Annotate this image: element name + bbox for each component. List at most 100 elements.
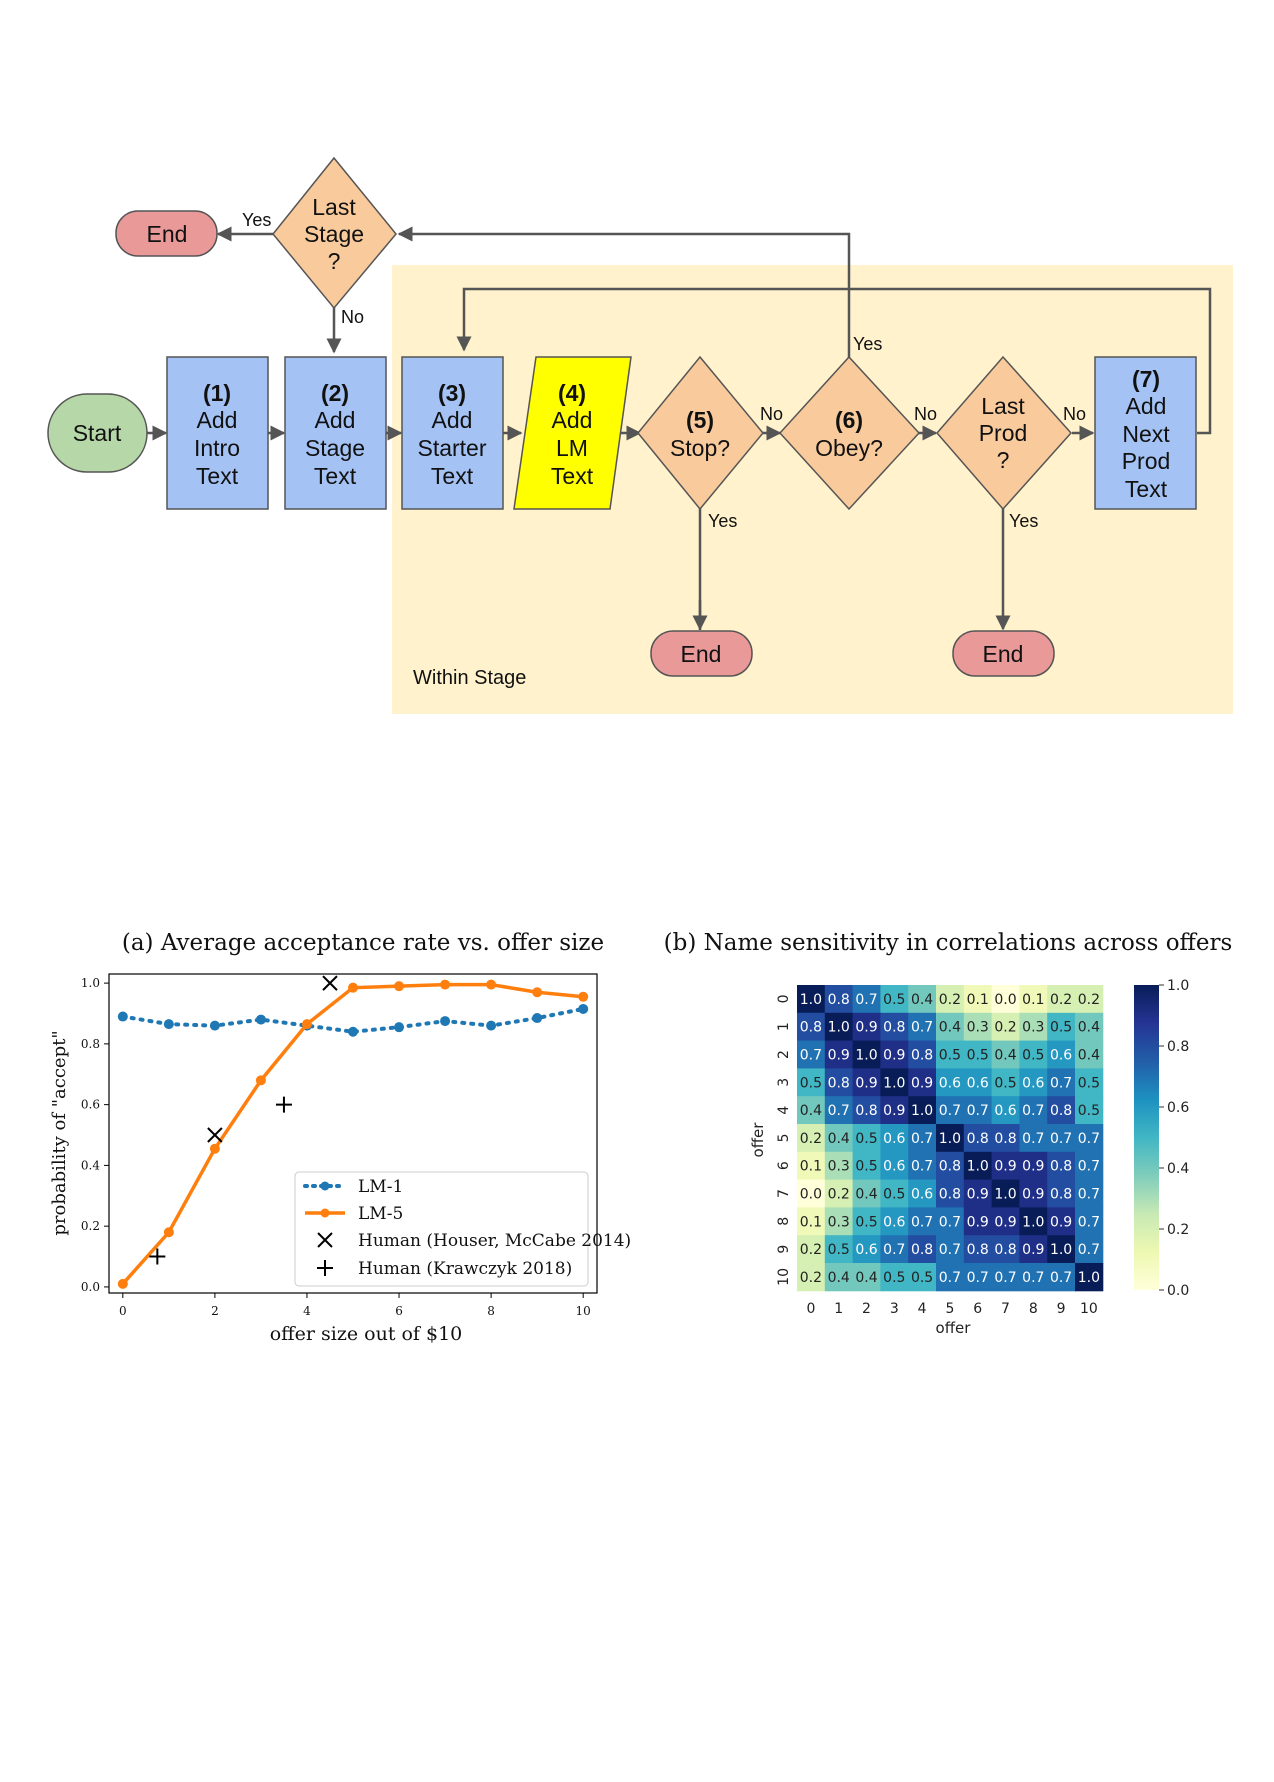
lm5-point bbox=[532, 987, 543, 998]
connectors bbox=[146, 226, 1212, 631]
heatmap-cell bbox=[852, 1151, 881, 1181]
heatmap-cell-value: 0.6 bbox=[911, 1187, 933, 1203]
heatmap-cell-value: 0.7 bbox=[911, 1159, 933, 1175]
heatmap-cell-value: 0.7 bbox=[1078, 1214, 1100, 1230]
svg-text:(7): (7) bbox=[1132, 366, 1160, 392]
heatmap-cell-value: 0.7 bbox=[967, 1103, 989, 1119]
heatmap-cell bbox=[908, 1151, 937, 1181]
heatmap-cell-value: 0.7 bbox=[939, 1103, 961, 1119]
heatmap-cell-value: 0.9 bbox=[855, 1020, 877, 1036]
heatmap-cell-value: 0.7 bbox=[1050, 1131, 1072, 1147]
heatmap-cell bbox=[1075, 1040, 1104, 1069]
svg-text:Add: Add bbox=[1126, 393, 1167, 419]
heatmap-x-tick-label: 7 bbox=[1001, 1301, 1010, 1317]
decision-obey: (6) Obey? bbox=[778, 355, 921, 511]
heatmap-cell-value: 0.2 bbox=[939, 992, 961, 1008]
heatmap-cell bbox=[880, 1207, 909, 1236]
svg-text:(1): (1) bbox=[203, 380, 231, 406]
heatmap-cell bbox=[852, 985, 881, 1014]
edge-label-yes-stop: Yes bbox=[708, 511, 737, 531]
heatmap-cell bbox=[797, 1040, 826, 1069]
heatmap-cell bbox=[963, 985, 993, 1014]
svg-text:Add: Add bbox=[315, 407, 356, 433]
heatmap-cell bbox=[1075, 1068, 1104, 1097]
heatmap-cell-value: 1.0 bbox=[883, 1075, 905, 1091]
heatmap-cell-value: 0.1 bbox=[800, 1214, 822, 1230]
lm5-point bbox=[348, 982, 358, 993]
decision-stop: (5) Stop? bbox=[637, 355, 764, 511]
heatmap-y-tick-label: 1 bbox=[776, 1022, 792, 1031]
heatmap-cell-value: 0.8 bbox=[828, 1075, 850, 1091]
heatmap-cell-value: 0.4 bbox=[828, 1270, 850, 1286]
heatmap-cell bbox=[797, 1151, 826, 1181]
heatmap-cell-value: 0.2 bbox=[800, 1131, 822, 1147]
heatmap-cell bbox=[936, 1235, 965, 1264]
heatmap-cell bbox=[991, 1012, 1020, 1042]
heatmap-cell bbox=[963, 1096, 993, 1125]
svg-text:Prod: Prod bbox=[1122, 448, 1171, 474]
heatmap-cell bbox=[1075, 1179, 1104, 1208]
heatmap-cell bbox=[824, 1151, 854, 1181]
heatmap-cell bbox=[991, 985, 1020, 1014]
heatmap-cell-value: 0.9 bbox=[855, 1075, 877, 1091]
heatmap-cell-value: 1.0 bbox=[828, 1020, 850, 1036]
heatmap-cell-value: 0.3 bbox=[828, 1214, 850, 1230]
chart-b-ylabel: offer bbox=[749, 1122, 767, 1158]
lm5-point bbox=[394, 981, 405, 992]
heatmap-cell-value: 0.8 bbox=[1050, 1187, 1072, 1203]
heatmap-cell-value: 0.6 bbox=[855, 1242, 877, 1258]
heatmap-cell-value: 0.7 bbox=[1022, 1103, 1044, 1119]
edge-label-no-last-stage: No bbox=[341, 307, 364, 327]
heatmap-cell bbox=[908, 1068, 937, 1097]
heatmap-cell bbox=[991, 1151, 1020, 1181]
y-tick-label: 0.8 bbox=[81, 1037, 100, 1051]
colorbar-tick-label: 0.8 bbox=[1167, 1039, 1189, 1055]
y-tick-label: 0.2 bbox=[81, 1219, 100, 1233]
heatmap-cell bbox=[1019, 1151, 1048, 1181]
heatmap-cell bbox=[824, 1263, 854, 1292]
heatmap-cell bbox=[936, 1207, 965, 1236]
lm5-point bbox=[255, 1075, 266, 1086]
heatmap-y-tick-label: 3 bbox=[776, 1078, 792, 1087]
start-node bbox=[47, 393, 148, 473]
heatmap-cell bbox=[1019, 1068, 1048, 1097]
edge-label-no-stop: No bbox=[760, 404, 783, 424]
heatmap-cell-value: 0.5 bbox=[911, 1270, 933, 1286]
heatmap-cell-value: 0.2 bbox=[1078, 992, 1100, 1008]
svg-text:Text: Text bbox=[431, 463, 474, 489]
svg-text:?: ? bbox=[328, 248, 341, 274]
heatmap-x-tick-label: 1 bbox=[834, 1301, 843, 1317]
heatmap-cell-value: 0.8 bbox=[800, 1020, 822, 1036]
heatmap-cell-value: 0.4 bbox=[828, 1131, 850, 1147]
chart-b-xlabel: offer bbox=[936, 1319, 972, 1337]
heatmap-cell-value: 1.0 bbox=[800, 992, 822, 1008]
heatmap-cell-value: 0.9 bbox=[1022, 1187, 1044, 1203]
heatmap-cell bbox=[824, 1096, 854, 1125]
heatmap-cell-value: 0.9 bbox=[994, 1214, 1016, 1230]
heatmap-cell-value: 0.8 bbox=[911, 1242, 933, 1258]
heatmap-cell bbox=[908, 1124, 937, 1153]
heatmap-cell-value: 0.7 bbox=[1022, 1270, 1044, 1286]
svg-text:Add: Add bbox=[432, 407, 473, 433]
heatmap-cell-value: 0.4 bbox=[800, 1103, 822, 1119]
heatmap-cell bbox=[1019, 1179, 1048, 1208]
heatmap-cell bbox=[880, 1040, 909, 1069]
heatmap-cell bbox=[1019, 1207, 1048, 1236]
svg-text:Last: Last bbox=[981, 393, 1025, 419]
heatmap-cell bbox=[880, 1124, 909, 1153]
heatmap-cell-value: 0.8 bbox=[883, 1020, 905, 1036]
heatmap-cell bbox=[991, 1040, 1020, 1069]
heatmap-cell bbox=[936, 1012, 965, 1042]
svg-text:LM: LM bbox=[556, 435, 588, 461]
heatmap-cell bbox=[963, 1151, 993, 1181]
heatmap-cell bbox=[1047, 1096, 1076, 1125]
heatmap-cell bbox=[797, 1207, 826, 1236]
heatmap-cell bbox=[936, 1096, 965, 1125]
heatmap-cell-value: 0.7 bbox=[939, 1242, 961, 1258]
heatmap-cell bbox=[824, 1012, 854, 1042]
heatmap-cell-value: 0.2 bbox=[1050, 992, 1072, 1008]
heatmap-cell bbox=[824, 1207, 854, 1236]
heatmap-cell bbox=[1019, 1263, 1048, 1292]
x-tick-label: 4 bbox=[303, 1304, 311, 1318]
heatmap-cell bbox=[908, 1235, 937, 1264]
